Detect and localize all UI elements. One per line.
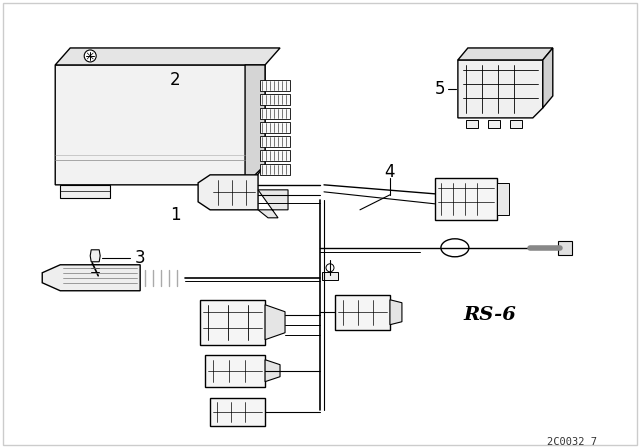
Bar — [488, 120, 500, 128]
Polygon shape — [260, 122, 290, 133]
Polygon shape — [458, 60, 543, 118]
Polygon shape — [260, 94, 290, 105]
Bar — [322, 272, 338, 280]
Bar — [435, 178, 497, 220]
Text: 3: 3 — [135, 249, 145, 267]
Polygon shape — [265, 360, 280, 382]
Bar — [466, 120, 478, 128]
Polygon shape — [260, 150, 290, 161]
Polygon shape — [260, 80, 290, 91]
Text: 5: 5 — [435, 80, 445, 98]
Polygon shape — [265, 305, 285, 340]
Polygon shape — [60, 185, 110, 198]
Bar — [205, 355, 265, 387]
Polygon shape — [245, 65, 265, 185]
Polygon shape — [458, 48, 553, 60]
Polygon shape — [90, 250, 100, 262]
Polygon shape — [260, 164, 290, 175]
Polygon shape — [55, 65, 265, 185]
Bar — [510, 120, 522, 128]
Polygon shape — [260, 108, 290, 119]
Bar — [335, 295, 390, 330]
Bar — [558, 241, 572, 255]
Polygon shape — [260, 136, 290, 147]
Circle shape — [84, 50, 96, 62]
Ellipse shape — [441, 239, 469, 257]
Bar — [210, 398, 265, 426]
Polygon shape — [390, 300, 402, 325]
Circle shape — [326, 264, 334, 272]
Polygon shape — [55, 48, 280, 65]
Text: 4: 4 — [385, 163, 395, 181]
Polygon shape — [198, 175, 258, 210]
Bar — [200, 300, 265, 345]
Text: RS-6: RS-6 — [463, 306, 516, 324]
Polygon shape — [258, 190, 288, 218]
Text: 2: 2 — [170, 71, 180, 89]
Polygon shape — [543, 48, 553, 108]
Polygon shape — [497, 183, 509, 215]
Polygon shape — [42, 265, 140, 291]
Text: 2C0032 7: 2C0032 7 — [547, 437, 596, 447]
Text: 1: 1 — [170, 206, 180, 224]
